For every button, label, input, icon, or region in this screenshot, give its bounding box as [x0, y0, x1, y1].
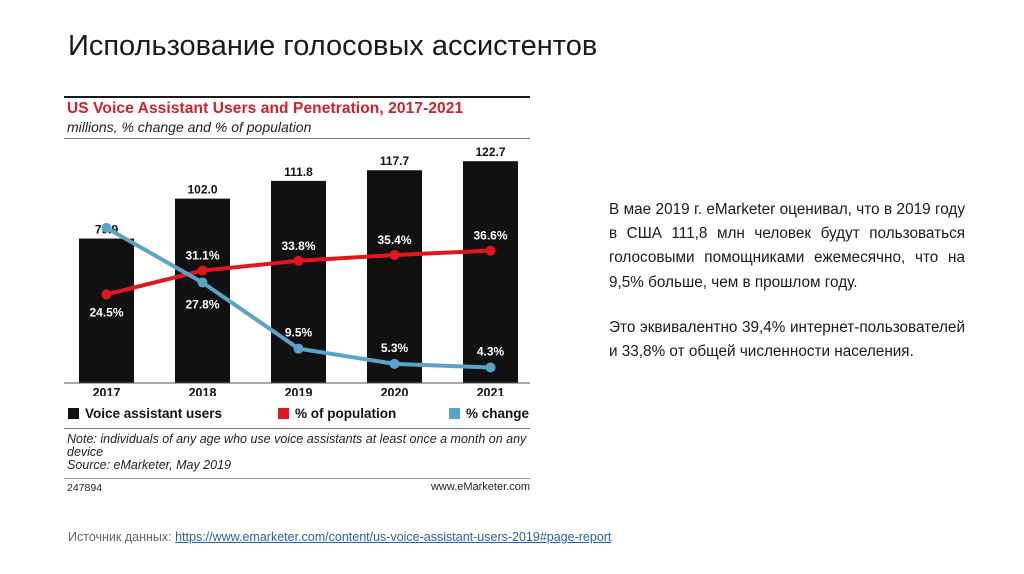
population-point-2019 [293, 255, 304, 266]
source-line: Источник данных: https://www.emarketer.c… [68, 530, 611, 544]
chart-note-text: Note: individuals of any age who use voi… [67, 432, 527, 459]
chart-title: US Voice Assistant Users and Penetration… [67, 100, 464, 117]
source-label: Источник данных: [68, 530, 172, 544]
bar-2021 [463, 161, 518, 383]
chart-id: 247894 [67, 482, 103, 494]
change-label-2019: 9.5% [285, 326, 313, 340]
change-label-2020: 5.3% [381, 341, 409, 355]
body-text: В мае 2019 г. eMarketer оценивал, что в … [609, 198, 965, 385]
change-point-2018 [197, 277, 208, 288]
change-point-2017 [101, 222, 112, 233]
chart-source-text: Source: eMarketer, May 2019 [67, 458, 231, 472]
x-tick-2020: 2020 [381, 386, 409, 396]
change-point-2020 [389, 358, 400, 369]
chart-plot: 79.9102.0111.8117.7122.724.5%31.1%33.8%3… [64, 145, 530, 396]
footer-rule [64, 478, 530, 479]
slide-title: Использование голосовых ассистентов [68, 30, 598, 62]
chart-note: Note: individuals of any age who use voi… [67, 433, 527, 472]
change-label-2018: 27.8% [185, 297, 219, 311]
x-tick-2019: 2019 [285, 386, 313, 396]
body-paragraph-1: В мае 2019 г. eMarketer оценивал, что в … [609, 201, 965, 291]
legend-label-population: % of population [295, 406, 397, 421]
chart-subtitle: millions, % change and % of population [67, 119, 312, 135]
change-point-2019 [293, 343, 304, 354]
legend-rule [64, 428, 530, 429]
chart-legend: Voice assistant users % of population % … [68, 406, 530, 424]
legend-label-change: % change [466, 406, 530, 421]
population-label-2019: 33.8% [281, 239, 315, 253]
chart-panel: US Voice Assistant Users and Penetration… [64, 96, 532, 496]
population-point-2020 [389, 250, 400, 261]
bar-2017 [79, 238, 134, 383]
population-label-2021: 36.6% [473, 229, 507, 243]
bar-label-2020: 117.7 [380, 154, 410, 168]
source-link[interactable]: https://www.emarketer.com/content/us-voi… [175, 530, 612, 544]
legend-swatch-population [278, 408, 289, 419]
chart-top-rule [64, 96, 530, 98]
bar-2018 [175, 198, 230, 383]
bar-2020 [367, 170, 422, 383]
bar-label-2021: 122.7 [475, 145, 505, 159]
emarketer-brand[interactable]: www.eMarketer.com [430, 481, 530, 493]
legend-item-users: Voice assistant users [68, 406, 222, 421]
population-point-2018 [197, 265, 208, 276]
x-tick-2021: 2021 [477, 386, 505, 396]
legend-label-users: Voice assistant users [85, 406, 223, 421]
change-label-2021: 4.3% [477, 344, 505, 358]
legend-swatch-users [68, 408, 79, 419]
legend-swatch-change [449, 408, 460, 419]
population-point-2017 [101, 289, 112, 300]
x-tick-2018: 2018 [189, 386, 217, 396]
legend-item-population: % of population [278, 406, 396, 421]
population-point-2021 [485, 245, 496, 256]
bar-label-2018: 102.0 [187, 183, 217, 197]
population-label-2018: 31.1% [185, 249, 219, 263]
population-label-2020: 35.4% [377, 233, 411, 247]
legend-item-change: % change [449, 406, 529, 421]
change-label-2017: 42.9% [89, 205, 123, 219]
change-point-2021 [485, 362, 496, 373]
population-label-2017: 24.5% [89, 305, 123, 319]
body-paragraph-2: Это эквивалентно 39,4% интернет-пользова… [609, 318, 965, 361]
x-tick-2017: 2017 [93, 386, 121, 396]
chart-subtitle-rule [64, 138, 530, 139]
bar-label-2019: 111.8 [284, 165, 313, 179]
